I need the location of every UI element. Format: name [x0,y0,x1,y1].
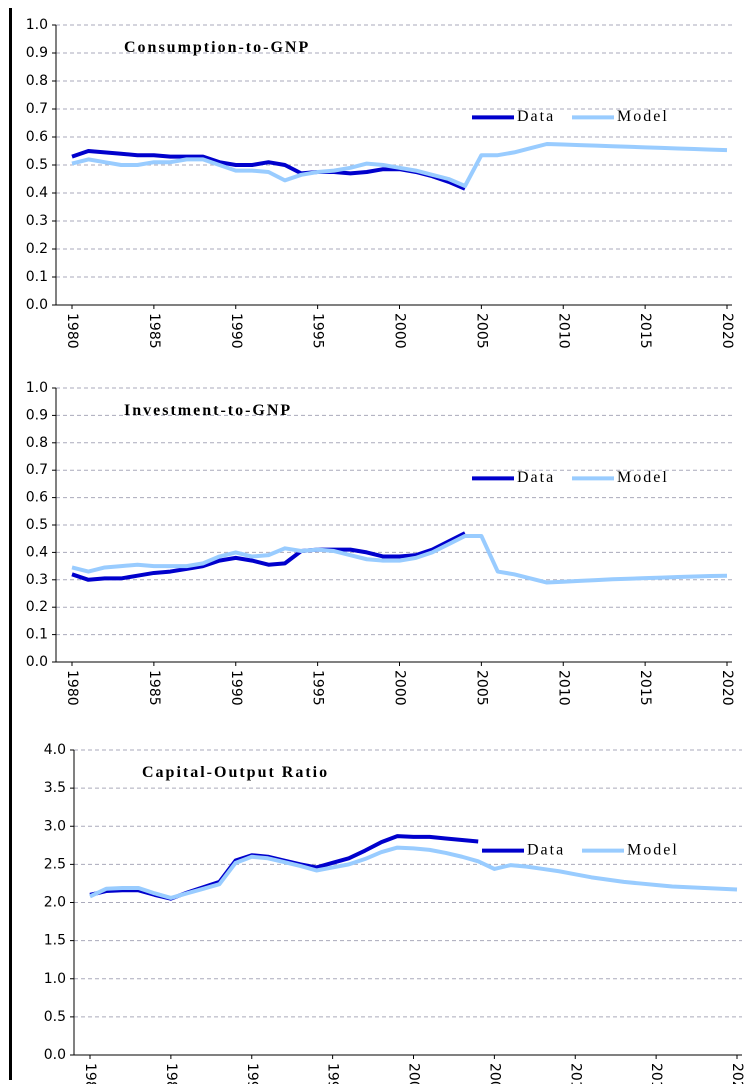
x-tick-label: 1990 [228,670,244,706]
y-tick-label: 0.2 [26,599,48,615]
x-tick-label: 1980 [82,1063,98,1084]
series-line [71,142,728,188]
left-bar [9,8,12,1080]
x-tick-label: 1995 [325,1063,341,1084]
y-tick-label: 0.0 [26,297,48,313]
x-tick-label: 2020 [719,670,735,706]
y-tick-label: 3.0 [44,818,66,834]
x-tick-label: 2010 [555,313,571,349]
x-tick-label: 1985 [146,670,162,706]
y-tick-label: 0.4 [26,185,48,201]
y-tick-label: 1.0 [44,971,66,987]
series-line [71,533,728,585]
x-tick-label: 2010 [555,670,571,706]
chart-title: Capital-Output Ratio [142,764,329,781]
x-tick-label: 2020 [729,1063,745,1084]
y-tick-label: 0.0 [44,1047,66,1063]
y-tick-label: 0.8 [26,73,48,89]
legend-label: Data [517,108,555,125]
x-tick-label: 2010 [567,1063,583,1084]
y-tick-label: 0.3 [26,213,48,229]
x-tick-label: 2015 [637,670,653,706]
x-tick-label: 2000 [392,670,408,706]
y-tick-label: 0.0 [26,654,48,670]
legend-label: Data [527,841,565,858]
y-tick-label: 2.0 [44,895,66,911]
x-tick-label: 2005 [486,1063,502,1084]
y-tick-label: 0.5 [44,1009,66,1025]
y-tick-label: 0.7 [26,101,48,117]
y-tick-label: 0.5 [26,517,48,533]
y-tick-label: 0.2 [26,241,48,257]
x-tick-label: 1985 [163,1063,179,1084]
y-tick-label: 0.8 [26,435,48,451]
x-tick-label: 2005 [473,670,489,706]
y-tick-label: 0.1 [26,269,48,285]
chart-title: Consumption-to-GNP [124,39,310,56]
x-tick-label: 1995 [310,670,326,706]
y-tick-label: 0.9 [26,45,48,61]
y-tick-label: 3.5 [44,780,66,796]
x-tick-label: 1995 [310,313,326,349]
x-tick-label: 2020 [719,313,735,349]
x-tick-label: 2000 [392,313,408,349]
x-tick-label: 2015 [648,1063,664,1084]
y-tick-label: 0.5 [26,157,48,173]
x-tick-label: 1985 [146,313,162,349]
y-tick-label: 0.9 [26,407,48,423]
y-tick-label: 1.5 [44,933,66,949]
y-tick-label: 1.0 [26,17,48,33]
series-line [89,845,738,900]
y-tick-label: 4.0 [44,742,66,758]
y-tick-label: 0.4 [26,544,48,560]
chart-title: Investment-to-GNP [124,402,292,419]
y-tick-label: 0.7 [26,462,48,478]
legend-label: Model [617,108,669,125]
x-tick-label: 2000 [406,1063,422,1084]
legend-label: Model [617,469,669,486]
legend-label: Model [627,841,679,858]
x-tick-label: 1990 [244,1063,260,1084]
x-tick-label: 1990 [228,313,244,349]
y-tick-label: 0.6 [26,129,48,145]
x-tick-label: 1980 [64,670,80,706]
legend-label: Data [517,469,555,486]
y-tick-label: 1.0 [26,380,48,396]
x-tick-label: 1980 [64,313,80,349]
y-tick-label: 0.3 [26,572,48,588]
series-line [71,531,466,582]
y-tick-label: 0.6 [26,490,48,506]
x-tick-label: 2015 [637,313,653,349]
y-tick-label: 0.1 [26,627,48,643]
y-tick-label: 2.5 [44,856,66,872]
x-tick-label: 2005 [473,313,489,349]
